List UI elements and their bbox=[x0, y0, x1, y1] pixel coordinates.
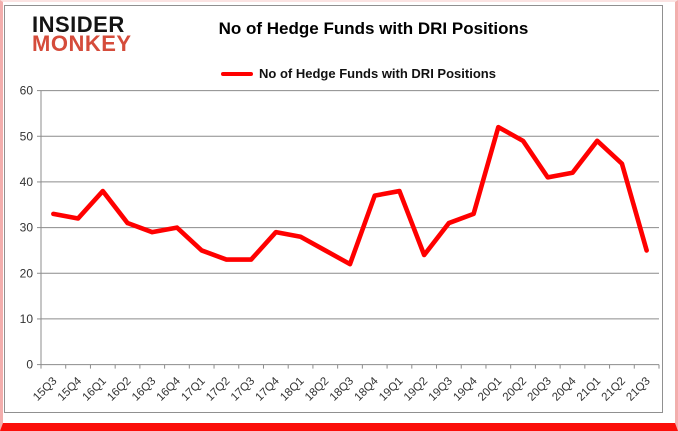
chart-title: No of Hedge Funds with DRI Positions bbox=[218, 19, 529, 38]
chart-legend: No of Hedge Funds with DRI Positions bbox=[55, 66, 662, 81]
legend-label: No of Hedge Funds with DRI Positions bbox=[259, 66, 496, 81]
insider-monkey-logo: INSIDER MONKEY bbox=[32, 12, 132, 56]
chart-container: INSIDER MONKEY No of Hedge Funds with DR… bbox=[4, 5, 663, 413]
logo-line-insider: INSIDER bbox=[32, 12, 125, 37]
legend-line-swatch-icon bbox=[221, 71, 254, 76]
logo-line-monkey: MONKEY bbox=[32, 31, 132, 56]
